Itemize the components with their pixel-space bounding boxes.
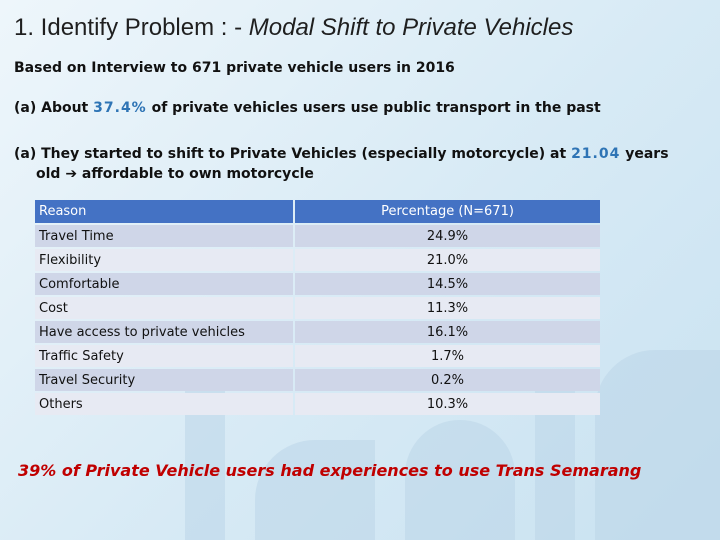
reason-cell: Comfortable [35,273,293,295]
percentage-cell: 10.3% [295,393,600,415]
point-b-continuation: old ➔ affordable to own motorcycle [36,166,314,182]
reason-cell: Flexibility [35,249,293,271]
reason-cell: Travel Security [35,369,293,391]
percentage-cell: 0.2% [295,369,600,391]
right-arrow-icon: ➔ [65,166,78,182]
percentage-cell: 11.3% [295,297,600,319]
table-row: Comfortable 14.5% [35,273,600,295]
conclusion-text: 39% of Private Vehicle users had experie… [18,461,642,480]
intro-text: Based on Interview to 671 private vehicl… [14,60,455,76]
table-row: Flexibility 21.0% [35,249,600,271]
table-row: Travel Time 24.9% [35,225,600,247]
table-row: Cost 11.3% [35,297,600,319]
table-row: Travel Security 0.2% [35,369,600,391]
percentage-cell: 16.1% [295,321,600,343]
percentage-cell: 14.5% [295,273,600,295]
reasons-table: Reason Percentage (N=671) Travel Time 24… [33,198,602,417]
shift-age: 21.04 [571,146,621,162]
page-title: 1. Identify Problem : - Modal Shift to P… [14,14,574,41]
reason-cell: Travel Time [35,225,293,247]
table-header-row: Reason Percentage (N=671) [35,200,600,223]
percentage-header: Percentage (N=671) [295,200,600,223]
reason-cell: Cost [35,297,293,319]
public-transport-share: 37.4% [93,100,147,116]
point-a: (a) About 37.4% of private vehicles user… [14,100,601,116]
percentage-cell: 1.7% [295,345,600,367]
percentage-cell: 24.9% [295,225,600,247]
percentage-cell: 21.0% [295,249,600,271]
table-row: Traffic Safety 1.7% [35,345,600,367]
reason-header: Reason [35,200,293,223]
table-row: Have access to private vehicles 16.1% [35,321,600,343]
reason-cell: Have access to private vehicles [35,321,293,343]
table-row: Others 10.3% [35,393,600,415]
point-b: (a) They started to shift to Private Veh… [14,146,669,162]
reason-cell: Others [35,393,293,415]
reason-cell: Traffic Safety [35,345,293,367]
